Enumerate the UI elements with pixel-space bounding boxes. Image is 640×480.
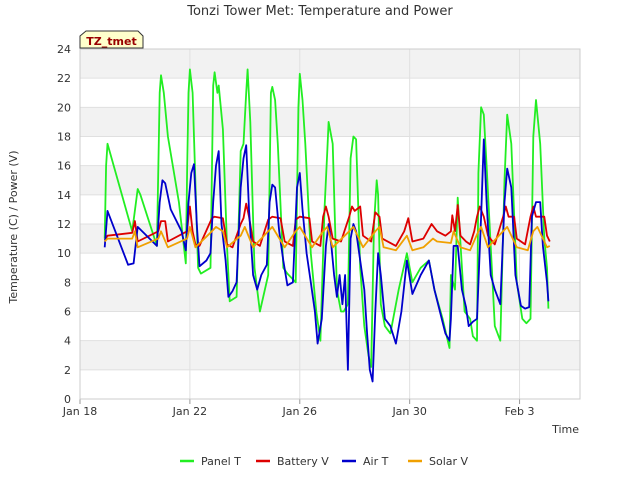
y-axis-label: Temperature (C) / Power (V) — [7, 150, 20, 304]
y-tick-label: 22 — [57, 72, 71, 85]
x-tick-label: Jan 30 — [391, 405, 426, 418]
y-tick-label: 0 — [64, 393, 71, 406]
plot-band — [80, 282, 580, 312]
series-line-air-t — [103, 138, 550, 383]
plot-series — [103, 68, 551, 383]
y-tick-label: 6 — [64, 306, 71, 319]
x-tick-label: Jan 22 — [172, 405, 207, 418]
x-axis-label: Time — [551, 423, 579, 436]
x-tick-label: Jan 26 — [282, 405, 317, 418]
x-tick-label: Feb 3 — [505, 405, 535, 418]
plot-frame — [79, 48, 581, 400]
y-tick-label: 14 — [57, 189, 71, 202]
legend-label-panel-t: Panel T — [201, 455, 241, 468]
y-tick-label: 20 — [57, 101, 71, 114]
tag-box: TZ_tmet — [79, 30, 144, 49]
y-tick-label: 10 — [57, 247, 71, 260]
legend-label-air-t: Air T — [363, 455, 389, 468]
tag-box-shape — [79, 30, 144, 49]
y-tick-label: 2 — [64, 364, 71, 377]
y-tick-label: 8 — [64, 276, 71, 289]
legend-label-battery-v: Battery V — [277, 455, 329, 468]
tag-label: TZ_tmet — [86, 35, 136, 48]
y-tick-label: 24 — [57, 43, 71, 56]
legend-label-solar-v: Solar V — [429, 455, 469, 468]
chart-title: Tonzi Tower Met: Temperature and Power — [186, 4, 453, 19]
plot-band — [80, 49, 580, 79]
legend: Panel T Battery V Air T Solar V — [180, 455, 469, 468]
y-tick-label: 12 — [57, 218, 71, 231]
y-tick-label: 16 — [57, 160, 71, 173]
series-line-panel-t — [103, 68, 550, 368]
y-tick-label: 18 — [57, 131, 71, 144]
plot-band — [80, 340, 580, 370]
y-tick-label: 4 — [64, 335, 71, 348]
x-tick-label: Jan 18 — [62, 405, 97, 418]
series-line-solar-v — [104, 226, 551, 252]
